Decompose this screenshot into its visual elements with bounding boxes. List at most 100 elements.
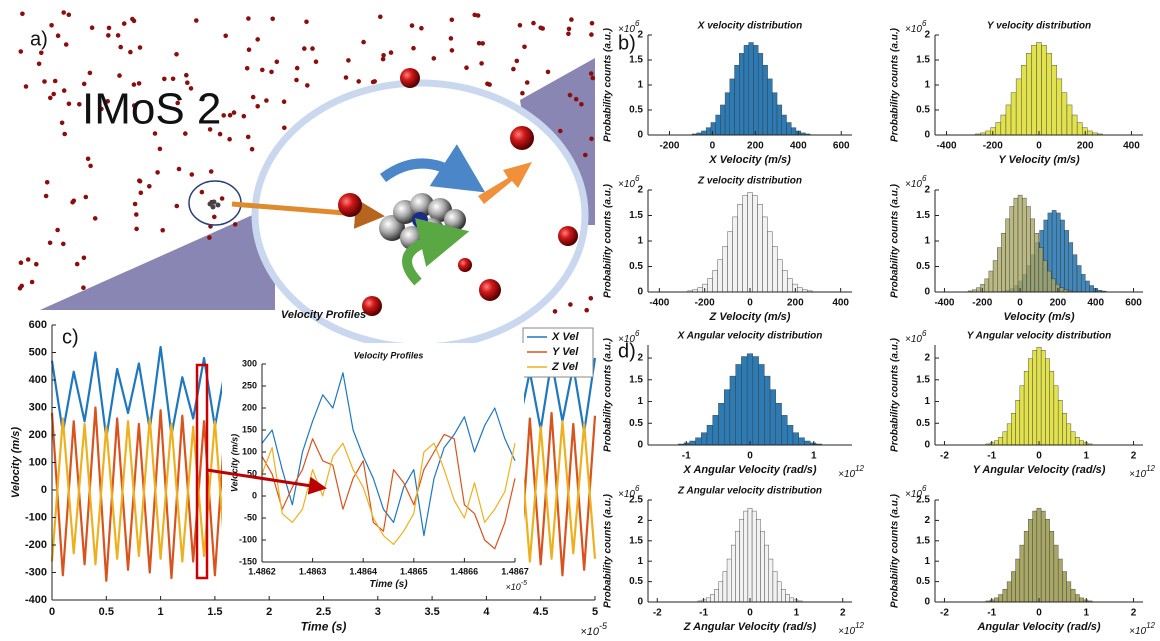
histogram-bar [1046, 53, 1052, 136]
particle [39, 50, 44, 56]
multiplier-power: 12 [855, 621, 864, 630]
y-tick-label: 300 [242, 358, 257, 368]
particle [475, 13, 481, 18]
histogram-bar [769, 389, 777, 446]
histogram-bar [723, 389, 731, 446]
particle [531, 20, 536, 26]
chart-title: Y velocity distribution [987, 21, 1091, 32]
gas-molecule [510, 126, 534, 150]
ion-small [207, 199, 221, 210]
particle [59, 120, 65, 126]
particle [274, 59, 280, 65]
particle [310, 46, 315, 51]
multiplier-power: 6 [635, 329, 640, 338]
x-tick-label: 600 [1125, 298, 1142, 309]
particle [419, 25, 424, 31]
y-tick-label: 300 [29, 401, 47, 413]
histogram-bar [715, 114, 721, 136]
x-tick-label: 2 [1131, 608, 1137, 619]
chart-title: Y Angular velocity distribution [967, 331, 1111, 342]
x-tick-label: 0 [747, 608, 753, 619]
multiplier-power: -5 [599, 621, 608, 631]
particle [246, 16, 251, 21]
histogram-bar [785, 594, 790, 603]
y-tick-label: 2 [637, 30, 643, 41]
particle [183, 131, 188, 136]
histogram-bar [1036, 42, 1042, 136]
x-tick-label: 200 [747, 141, 764, 152]
y-tick-label: 50 [247, 468, 257, 478]
histogram-bar [781, 114, 787, 136]
y-tick-label: 1.5 [916, 210, 930, 221]
axis-multiplier: ×1012 [1129, 464, 1155, 480]
histogram-bar [781, 589, 786, 603]
particle [472, 12, 478, 18]
histogram-bar [734, 64, 740, 136]
histogram-bar [697, 287, 703, 293]
histogram-bar [747, 192, 753, 293]
histogram-bar [1015, 400, 1021, 446]
y-tick-label: 0.5 [629, 105, 643, 116]
axis-multiplier: ×10-5 [580, 621, 608, 638]
histogram-bar [1076, 265, 1082, 293]
histogram-bar [1076, 122, 1083, 136]
panel-label: c) [62, 326, 79, 348]
histogram-bar [798, 437, 805, 446]
histogram-bar [1010, 92, 1017, 136]
x-axis-label: X Velocity (m/s) [708, 154, 791, 166]
y-tick-label: -300 [25, 566, 47, 578]
rotation-arrow [402, 218, 470, 286]
multiplier-base: ×10 [618, 179, 635, 190]
particle [55, 227, 60, 233]
particles [17, 10, 596, 314]
y-axis-label: Probability counts (a.u.) [890, 493, 901, 608]
y-axis-label: Probability counts (a.u.) [890, 337, 901, 452]
histogram-bar [1026, 53, 1032, 136]
x-tick-label: -1 [987, 451, 996, 462]
particle [583, 152, 588, 158]
x-tick-label: 1 [811, 451, 817, 462]
multiplier-base: ×10 [838, 626, 855, 637]
particle [227, 112, 233, 118]
particle [269, 69, 274, 75]
histogram-bar [757, 53, 764, 136]
y-axis-label: Velocity (m/s) [10, 427, 22, 498]
histogram-bar [726, 558, 732, 603]
x-tick-label: -200 [983, 141, 1003, 152]
particle [520, 90, 525, 96]
y-axis-label: Probability counts (a.u.) [890, 183, 901, 298]
histogram-bar [1087, 130, 1093, 136]
chart-title: X Angular velocity distribution [677, 331, 823, 342]
axis-multiplier: ×106 [618, 329, 640, 345]
particle [589, 20, 595, 26]
x-tick-label: -1 [699, 608, 708, 619]
y-tick-label: 2 [924, 353, 930, 364]
histogram-bar [729, 78, 735, 136]
x-tick-label: 1.4863 [299, 566, 327, 576]
y-tick-label: 0 [924, 597, 930, 608]
panel-label: b) [618, 32, 636, 54]
histogram-bar [747, 507, 753, 603]
zoom-arrow [206, 468, 327, 495]
particle [380, 56, 386, 62]
histogram-bar [710, 594, 715, 603]
x-axis-label: Z Angular Velocity (rad/s) [683, 621, 817, 633]
particle [25, 257, 31, 262]
multiplier-power: 12 [855, 464, 864, 473]
particle [49, 23, 54, 28]
particle [36, 61, 42, 67]
histogram-bar [786, 122, 792, 136]
histogram-bar [772, 92, 778, 136]
histogram-bar [705, 127, 712, 136]
histogram-bar [998, 437, 1004, 446]
y-tick-label: 1 [924, 396, 930, 407]
y-tick-label: -200 [25, 539, 47, 551]
histogram-bar [707, 278, 713, 293]
x-tick-label: 0 [1017, 298, 1023, 309]
y-tick-label: -150 [239, 556, 257, 566]
y-tick-label: 250 [242, 380, 257, 390]
particle [245, 134, 251, 140]
y-tick-label: 0.5 [916, 261, 930, 272]
histogram-bar [1056, 212, 1061, 293]
multiplier-base: ×10 [905, 334, 922, 345]
